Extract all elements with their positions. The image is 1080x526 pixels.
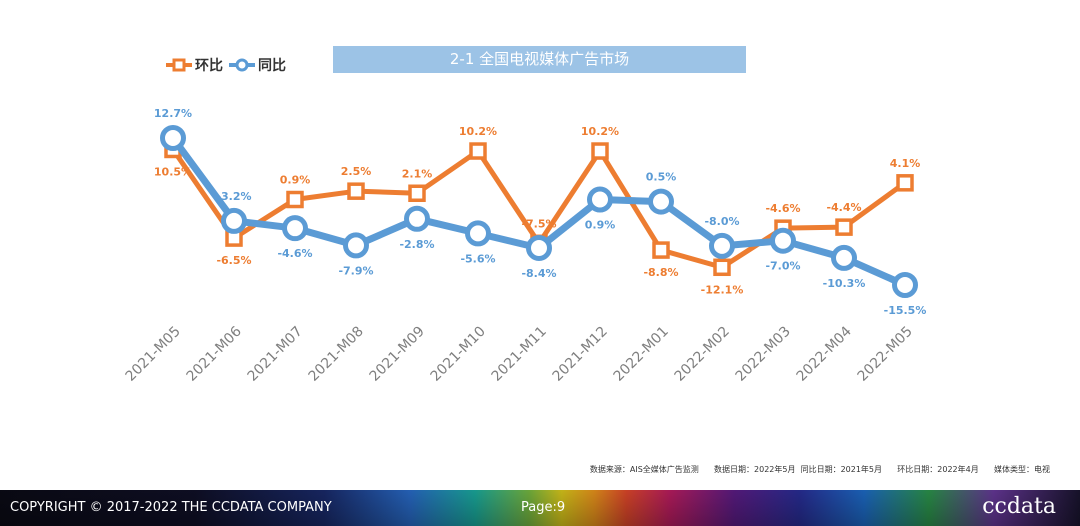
mom-point-3 bbox=[347, 182, 365, 200]
x-tick-label-5: 2021-M10 bbox=[428, 324, 489, 385]
x-tick-label-2: 2021-M07 bbox=[245, 324, 306, 385]
x-tick-label-12: 2022-M05 bbox=[855, 324, 916, 385]
mom-label-7: 10.2% bbox=[581, 125, 619, 138]
chart-title: 2-1 全国电视媒体广告市场 bbox=[333, 46, 746, 73]
page-number: Page:9 bbox=[521, 500, 566, 515]
yoy-label-2: -4.6% bbox=[277, 247, 312, 260]
x-tick-label-6: 2021-M11 bbox=[489, 324, 550, 385]
mom-point-7 bbox=[591, 142, 609, 160]
yoy-point-1 bbox=[221, 207, 247, 234]
x-tick-label-11: 2022-M04 bbox=[794, 323, 855, 384]
yoy-point-3 bbox=[343, 232, 369, 259]
mom-label-10: -4.6% bbox=[765, 202, 800, 215]
mom-point-12 bbox=[896, 174, 914, 192]
x-tick-label-8: 2022-M01 bbox=[611, 324, 672, 385]
x-tick-label-7: 2021-M12 bbox=[550, 324, 611, 385]
mom-label-5: 10.2% bbox=[459, 125, 497, 138]
yoy-label-1: -3.2% bbox=[216, 190, 251, 203]
chart-legend: 环比 同比 bbox=[166, 54, 292, 76]
mom-label-9: -12.1% bbox=[701, 283, 744, 296]
legend-yoy-marker bbox=[229, 58, 255, 72]
mom-label-11: -4.4% bbox=[826, 201, 861, 214]
copyright-text: COPYRIGHT © 2017-2022 THE CCDATA COMPANY bbox=[10, 500, 332, 515]
yoy-point-11 bbox=[831, 244, 857, 271]
mom-point-4 bbox=[408, 184, 426, 203]
yoy-point-4 bbox=[404, 205, 430, 232]
legend-mom-marker bbox=[166, 58, 192, 72]
footer-bar bbox=[0, 490, 1080, 526]
line-chart: 10.5% -6.5% 0.9% 2.5% 2.1% 10.2% -7.5% 10.2% -8.… bbox=[123, 107, 927, 385]
mom-label-0: 10.5% bbox=[154, 165, 192, 178]
x-tick-label-10: 2022-M03 bbox=[733, 324, 794, 385]
mom-point-8 bbox=[652, 241, 670, 259]
yoy-point-8 bbox=[648, 188, 674, 215]
yoy-point-5 bbox=[465, 220, 491, 247]
yoy-point-9 bbox=[709, 232, 735, 259]
x-tick-label-0: 2021-M05 bbox=[123, 324, 184, 385]
yoy-label-11: -10.3% bbox=[823, 277, 866, 290]
mom-point-9 bbox=[713, 258, 731, 277]
legend-item-mom: 环比 bbox=[166, 55, 223, 75]
x-tick-label-1: 2021-M06 bbox=[184, 323, 245, 384]
yoy-label-6: -8.4% bbox=[521, 267, 556, 280]
mom-point-5 bbox=[469, 142, 487, 160]
yoy-point-10 bbox=[770, 227, 796, 254]
mom-label-3: 2.5% bbox=[341, 165, 372, 178]
yoy-point-2 bbox=[282, 215, 308, 242]
mom-label-12: 4.1% bbox=[890, 157, 921, 170]
mom-point-2 bbox=[286, 190, 304, 209]
mom-label-1: -6.5% bbox=[216, 254, 251, 267]
yoy-label-10: -7.0% bbox=[765, 260, 800, 273]
yoy-label-5: -5.6% bbox=[460, 252, 495, 265]
mom-label-4: 2.1% bbox=[402, 167, 433, 180]
legend-yoy-label: 同比 bbox=[258, 58, 286, 74]
mom-label-2: 0.9% bbox=[280, 174, 311, 187]
footer-shade bbox=[0, 490, 1080, 526]
x-tick-label-3: 2021-M08 bbox=[306, 324, 367, 385]
yoy-label-7: 0.9% bbox=[585, 219, 616, 232]
brand-logo: ccdata bbox=[982, 494, 1056, 519]
yoy-label-9: -8.0% bbox=[704, 215, 739, 228]
x-tick-label-4: 2021-M09 bbox=[367, 324, 428, 385]
yoy-point-6 bbox=[526, 234, 552, 261]
mom-label-8: -8.8% bbox=[643, 266, 678, 279]
yoy-label-12: -15.5% bbox=[884, 304, 927, 317]
yoy-label-4: -2.8% bbox=[399, 238, 434, 251]
yoy-point-0 bbox=[160, 125, 186, 151]
yoy-label-0: 12.7% bbox=[154, 107, 192, 120]
legend-item-yoy: 同比 bbox=[229, 55, 286, 75]
x-tick-label-9: 2022-M02 bbox=[672, 324, 733, 385]
mom-label-6: -7.5% bbox=[521, 217, 556, 230]
mom-point-11 bbox=[835, 218, 853, 236]
data-source-note: 数据来源：AIS全媒体广告监测 数据日期：2022年5月 同比日期：2021年5… bbox=[589, 465, 1050, 474]
yoy-label-8: 0.5% bbox=[646, 171, 677, 184]
yoy-label-3: -7.9% bbox=[338, 264, 373, 277]
yoy-point-7 bbox=[587, 186, 613, 213]
legend-mom-label: 环比 bbox=[195, 58, 223, 74]
yoy-point-12 bbox=[892, 272, 918, 298]
